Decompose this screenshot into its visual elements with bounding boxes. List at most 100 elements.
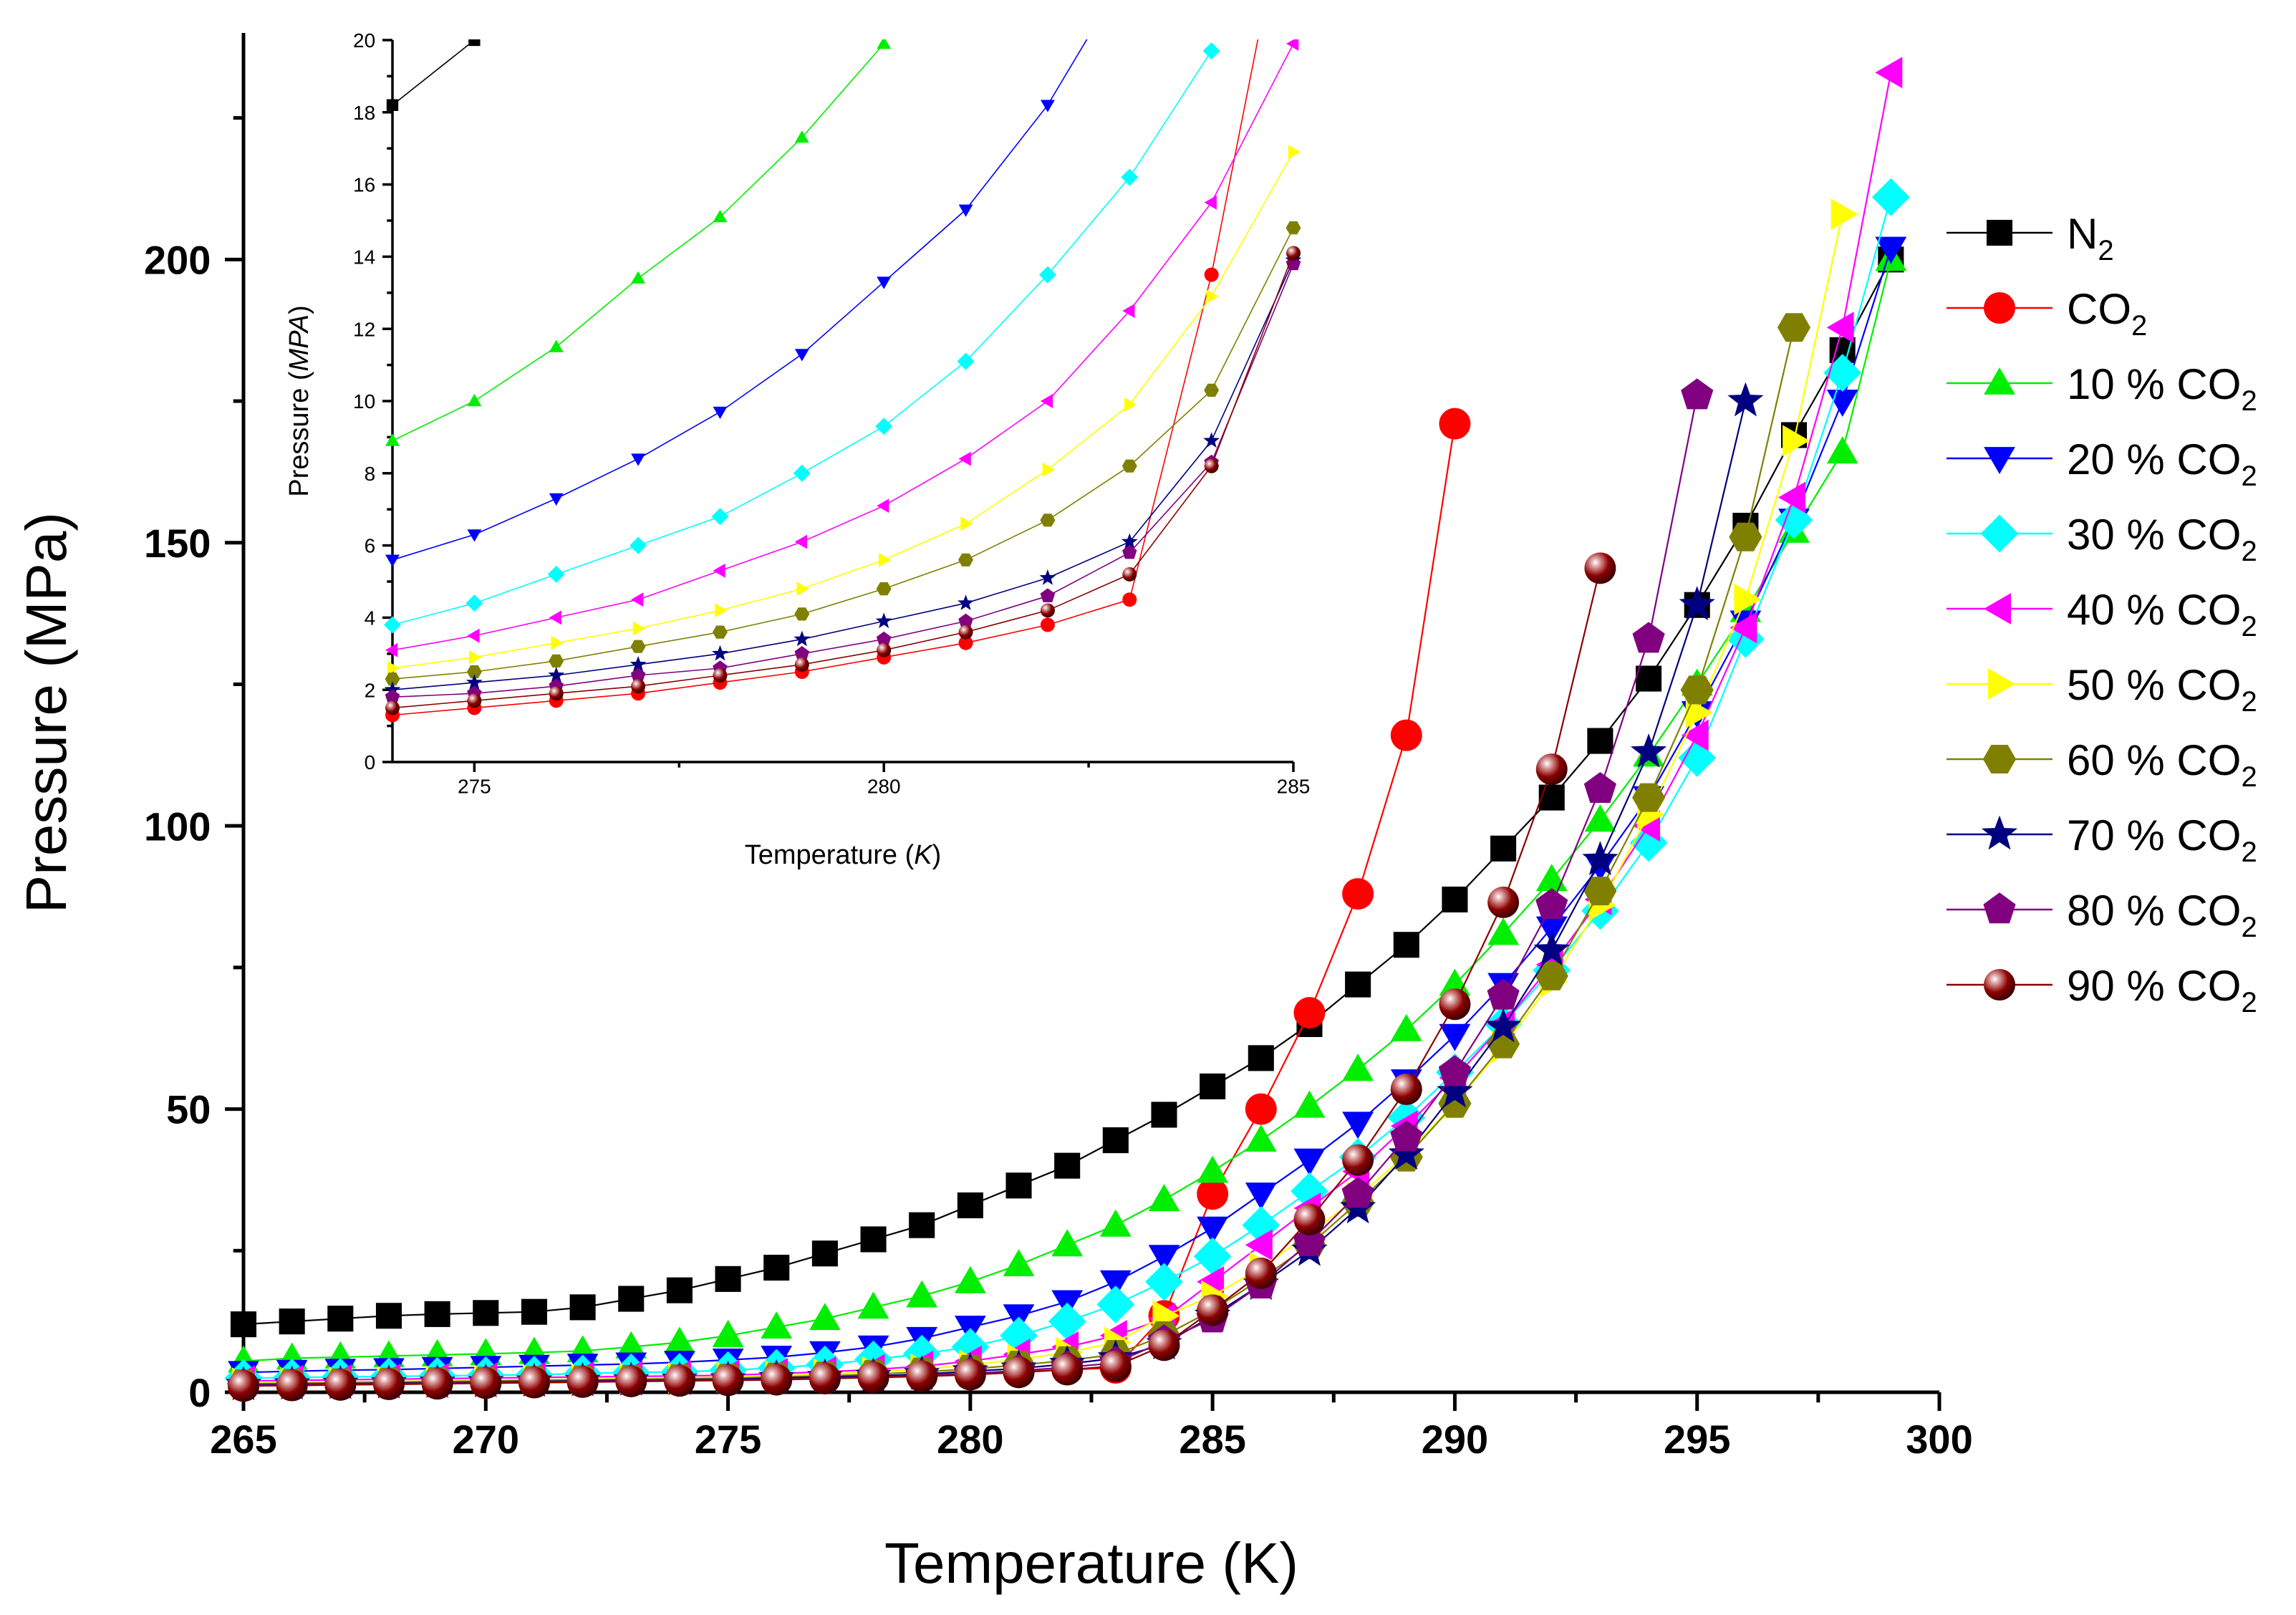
main-data-point-c90 — [712, 1364, 744, 1397]
main-data-point-c90 — [1487, 886, 1520, 918]
inset-data-point-c50 — [469, 650, 482, 665]
inset-background — [392, 40, 1293, 762]
main-data-point-c20 — [1245, 1182, 1277, 1210]
inset-data-point-c90 — [467, 693, 482, 708]
main-data-point-c90 — [1197, 1294, 1229, 1326]
main-data-point-c20 — [1875, 236, 1907, 264]
main-data-point-c90 — [1584, 552, 1616, 584]
main-data-point-c80 — [1341, 1177, 1374, 1208]
main-data-point-c50 — [1685, 697, 1713, 728]
legend-label: 90 % CO2 — [2067, 962, 2257, 1018]
main-data-point-c30 — [1242, 1206, 1280, 1245]
main-data-point-c70 — [1485, 1008, 1522, 1043]
inset-data-point-c60 — [1286, 221, 1301, 235]
inset-data-point-c50 — [632, 621, 646, 636]
main-data-point-c30 — [902, 1334, 941, 1373]
inset-data-point-c20 — [958, 204, 973, 217]
inset-series-line-c60 — [392, 227, 1294, 680]
legend-item-c80: 80 % CO2 — [1947, 887, 2257, 943]
inset-data-point-c40 — [1204, 195, 1217, 210]
main-x-tick-label: 285 — [1179, 1417, 1245, 1462]
main-data-point-c30 — [1048, 1302, 1086, 1341]
main-data-point-c20 — [1197, 1216, 1229, 1244]
main-data-point-c80 — [1583, 772, 1616, 803]
inset-data-point-c30 — [957, 352, 975, 370]
inset-y-tick-label: 4 — [365, 607, 376, 629]
main-data-point-c10 — [906, 1280, 938, 1308]
main-data-point-n2 — [1587, 728, 1614, 754]
main-data-point-c90 — [954, 1359, 986, 1391]
legend-label: 30 % CO2 — [2067, 511, 2257, 567]
inset-series-line-c90 — [392, 253, 1294, 709]
main-data-point-n2 — [1490, 835, 1517, 862]
inset-data-point-c90 — [877, 642, 892, 657]
inset-data-point-co2 — [1040, 617, 1055, 632]
main-data-point-c60 — [1438, 1089, 1472, 1118]
main-data-point-c20 — [1293, 1148, 1326, 1176]
main-data-point-c80 — [1438, 1055, 1471, 1086]
main-y-tick-label: 50 — [166, 1087, 211, 1132]
inset-data-point-c50 — [1124, 397, 1137, 412]
main-data-point-n2 — [1248, 1045, 1274, 1071]
main-data-point-c40 — [1826, 312, 1854, 344]
inset-x-tick-label: 275 — [458, 775, 491, 797]
inset-data-point-c20 — [467, 529, 482, 542]
main-data-point-n2 — [327, 1306, 354, 1332]
inset-data-point-c80 — [1286, 256, 1301, 271]
main-data-point-c90 — [518, 1366, 550, 1399]
main-data-point-c90 — [372, 1368, 405, 1400]
inset-data-point-n2 — [468, 39, 481, 47]
inset-y-tick-label: 6 — [365, 535, 376, 557]
inset-data-point-n2 — [386, 99, 399, 111]
inset-data-point-c20 — [1040, 100, 1055, 112]
inset-series-c80 — [385, 256, 1301, 703]
main-x-tick-label: 300 — [1906, 1417, 1972, 1462]
legend-marker-c80 — [1983, 892, 2016, 924]
inset-y-tick-label: 14 — [353, 246, 375, 268]
legend-item-c10: 10 % CO2 — [1947, 360, 2257, 417]
legend-marker-c60 — [1982, 745, 2017, 773]
legend-label: 20 % CO2 — [2067, 435, 2257, 492]
inset-data-point-c60 — [713, 625, 728, 639]
inset-data-point-c60 — [1040, 514, 1056, 527]
main-data-point-c90 — [1051, 1354, 1084, 1386]
inset-data-point-c80 — [1040, 588, 1056, 602]
inset-data-point-c70 — [794, 630, 811, 647]
inset-data-point-c70 — [712, 645, 728, 661]
inset-data-point-c80 — [1122, 544, 1137, 559]
inset-data-point-c30 — [1202, 42, 1220, 60]
inset-data-point-c70 — [548, 667, 565, 683]
inset-data-point-c60 — [794, 607, 810, 621]
inset-data-point-c40 — [549, 610, 561, 625]
inset-data-point-c20 — [631, 453, 646, 466]
inset-data-point-c90 — [631, 679, 646, 694]
main-data-point-c90 — [1148, 1329, 1180, 1361]
main-plot-area: 265 270 275 280 285 290 295 300050100150200Temp… — [14, 33, 1973, 1595]
inset-y-tick-label: 8 — [365, 463, 376, 485]
inset-data-point-c10 — [794, 130, 809, 143]
inset-data-point-c90 — [1204, 458, 1219, 473]
main-data-point-n2 — [860, 1226, 887, 1253]
inset-series-line-n2 — [392, 39, 475, 106]
main-data-point-c20 — [1826, 390, 1858, 417]
main-y-tick-label: 0 — [188, 1370, 211, 1415]
inset-data-point-c70 — [1121, 533, 1138, 549]
main-data-point-n2 — [715, 1266, 741, 1292]
main-data-point-c90 — [761, 1364, 793, 1396]
legend-label: 60 % CO2 — [2067, 736, 2257, 793]
inset-data-point-c20 — [794, 349, 809, 362]
inset-data-point-c90 — [1122, 567, 1137, 582]
main-data-point-c10 — [761, 1311, 793, 1339]
main-data-point-c90 — [1439, 988, 1471, 1021]
inset-data-point-c50 — [551, 635, 564, 650]
inset-data-point-c90 — [385, 700, 400, 715]
main-x-tick-label: 270 — [453, 1417, 519, 1462]
main-data-point-c10 — [1148, 1184, 1180, 1212]
main-data-point-c10 — [712, 1319, 744, 1347]
main-data-point-c90 — [1293, 1203, 1326, 1235]
main-data-point-c90 — [324, 1369, 357, 1401]
main-data-point-c10 — [1390, 1013, 1422, 1041]
legend-marker-c10 — [1984, 367, 2015, 395]
main-data-point-c80 — [1390, 1120, 1423, 1152]
